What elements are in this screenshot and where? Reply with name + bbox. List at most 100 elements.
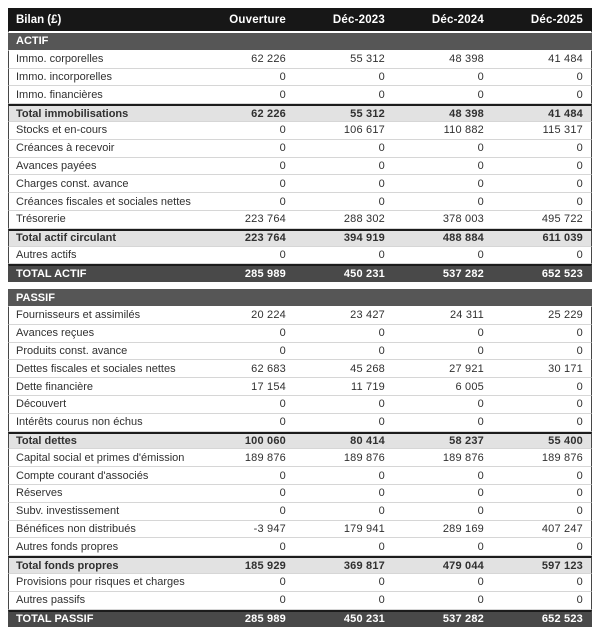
subtotal-row: Total actif circulant 223 764 394 919 488 8… [8, 228, 592, 247]
cell-value: 55 400 [548, 434, 583, 447]
cell-value: 115 317 [542, 124, 583, 137]
cell-value: 394 919 [343, 232, 385, 245]
cell-value: 0 [477, 398, 484, 411]
cell-value: 0 [378, 416, 385, 429]
row-label: Réserves [16, 487, 63, 500]
cell-value: 0 [279, 70, 286, 83]
cell-value: 0 [378, 505, 385, 518]
grand-total-row: TOTAL ACTIF 285 989 450 231 537 282 652 523 [8, 264, 592, 283]
cell-value: 0 [378, 540, 385, 553]
cell-value: 0 [576, 88, 583, 101]
cell-value: 106 617 [343, 124, 385, 137]
subtotal-row: Total fonds propres 185 929 369 817 479 044… [8, 556, 592, 574]
row-label: Avances payées [16, 159, 97, 172]
cell-value: 488 884 [442, 232, 484, 245]
cell-value: 0 [279, 344, 286, 357]
cell-value: 369 817 [343, 559, 385, 572]
column-header-dec-2024: Déc-2024 [431, 13, 484, 26]
section-header-row: ACTIF [8, 33, 592, 51]
cell-value: 17 154 [251, 380, 286, 393]
row-label: Stocks et en-cours [16, 124, 108, 137]
table-header-row: Bilan (£) Ouverture Déc-2023 Déc-2024 Dé… [8, 8, 592, 33]
cell-value: 0 [378, 576, 385, 589]
row-label: TOTAL ACTIF [16, 268, 87, 281]
table-row: Autres fonds propres 0 0 0 0 [8, 538, 592, 557]
cell-value: 0 [279, 505, 286, 518]
cell-value: 0 [279, 248, 286, 261]
cell-value: 0 [576, 327, 583, 340]
cell-value: 0 [576, 344, 583, 357]
table-row: Créances à recevoir 0 0 0 0 [8, 139, 592, 158]
cell-value: 62 683 [251, 362, 286, 375]
cell-value: 597 123 [541, 559, 583, 572]
cell-value: 0 [576, 380, 583, 393]
row-label: Immo. incorporelles [16, 70, 112, 83]
cell-value: 0 [477, 487, 484, 500]
cell-value: 0 [576, 487, 583, 500]
cell-value: 0 [576, 416, 583, 429]
cell-value: 652 523 [541, 268, 583, 281]
cell-value: 479 044 [442, 559, 484, 572]
table-row: Réserves 0 0 0 0 [8, 484, 592, 503]
section-name: PASSIF [16, 291, 55, 304]
column-header-ouverture: Ouverture [229, 13, 286, 26]
cell-value: 0 [477, 469, 484, 482]
cell-value: 6 005 [455, 380, 484, 393]
cell-value: 189 876 [442, 451, 484, 464]
cell-value: 30 171 [548, 362, 583, 375]
cell-value: 0 [477, 576, 484, 589]
cell-value: 0 [576, 70, 583, 83]
cell-value: 25 229 [548, 309, 583, 322]
cell-value: -3 947 [253, 522, 286, 535]
row-label: Autres passifs [16, 594, 86, 607]
cell-value: 55 312 [350, 107, 385, 120]
row-label: Dettes fiscales et sociales nettes [16, 362, 176, 375]
cell-value: 652 523 [541, 613, 583, 626]
row-label: Subv. investissement [16, 505, 120, 518]
cell-value: 223 764 [244, 232, 286, 245]
cell-value: 407 247 [541, 522, 583, 535]
table-title: Bilan (£) [16, 13, 62, 26]
cell-value: 289 169 [442, 522, 484, 535]
table-row: Intérêts courus non échus 0 0 0 0 [8, 413, 592, 432]
cell-value: 62 226 [251, 107, 286, 120]
cell-value: 0 [378, 594, 385, 607]
section-actif: ACTIF Immo. corporelles 62 226 55 312 48 398… [8, 33, 592, 283]
row-label: Total immobilisations [16, 107, 129, 120]
cell-value: 0 [477, 248, 484, 261]
cell-value: 0 [378, 344, 385, 357]
grand-total-row: TOTAL PASSIF 285 989 450 231 537 282 652 523 [8, 609, 592, 628]
section-divider [8, 282, 592, 290]
cell-value: 0 [576, 594, 583, 607]
table-row: Créances fiscales et sociales nettes 0 0 0 0 [8, 193, 592, 211]
row-label: Immo. corporelles [16, 53, 104, 66]
row-label: Total fonds propres [16, 559, 119, 572]
row-label: Autres fonds propres [16, 540, 119, 553]
cell-value: 0 [378, 195, 385, 208]
cell-value: 27 921 [449, 362, 484, 375]
cell-value: 0 [576, 177, 583, 190]
table-row: Dette financière 17 154 11 719 6 005 0 [8, 378, 592, 396]
table-row: Capital social et primes d'émission 189 8… [8, 449, 592, 468]
cell-value: 0 [477, 540, 484, 553]
table-row: Immo. incorporelles 0 0 0 0 [8, 68, 592, 87]
cell-value: 45 268 [350, 362, 385, 375]
cell-value: 189 876 [343, 451, 385, 464]
section-passif: PASSIF Fournisseurs et assimilés 20 224 23 … [8, 289, 592, 628]
cell-value: 0 [279, 88, 286, 101]
cell-value: 0 [378, 398, 385, 411]
row-label: Dette financière [16, 380, 94, 393]
cell-value: 48 398 [449, 53, 484, 66]
table-row: Stocks et en-cours 0 106 617 110 882 115 317 [8, 121, 592, 140]
cell-value: 450 231 [343, 268, 385, 281]
cell-value: 11 719 [350, 380, 385, 393]
cell-value: 0 [378, 142, 385, 155]
cell-value: 0 [279, 576, 286, 589]
row-label: Autres actifs [16, 248, 77, 261]
section-header-row: PASSIF [8, 289, 592, 307]
cell-value: 0 [477, 594, 484, 607]
row-label: Trésorerie [16, 213, 66, 226]
cell-value: 48 398 [449, 107, 484, 120]
cell-value: 0 [279, 540, 286, 553]
row-label: Compte courant d'associés [16, 469, 149, 482]
